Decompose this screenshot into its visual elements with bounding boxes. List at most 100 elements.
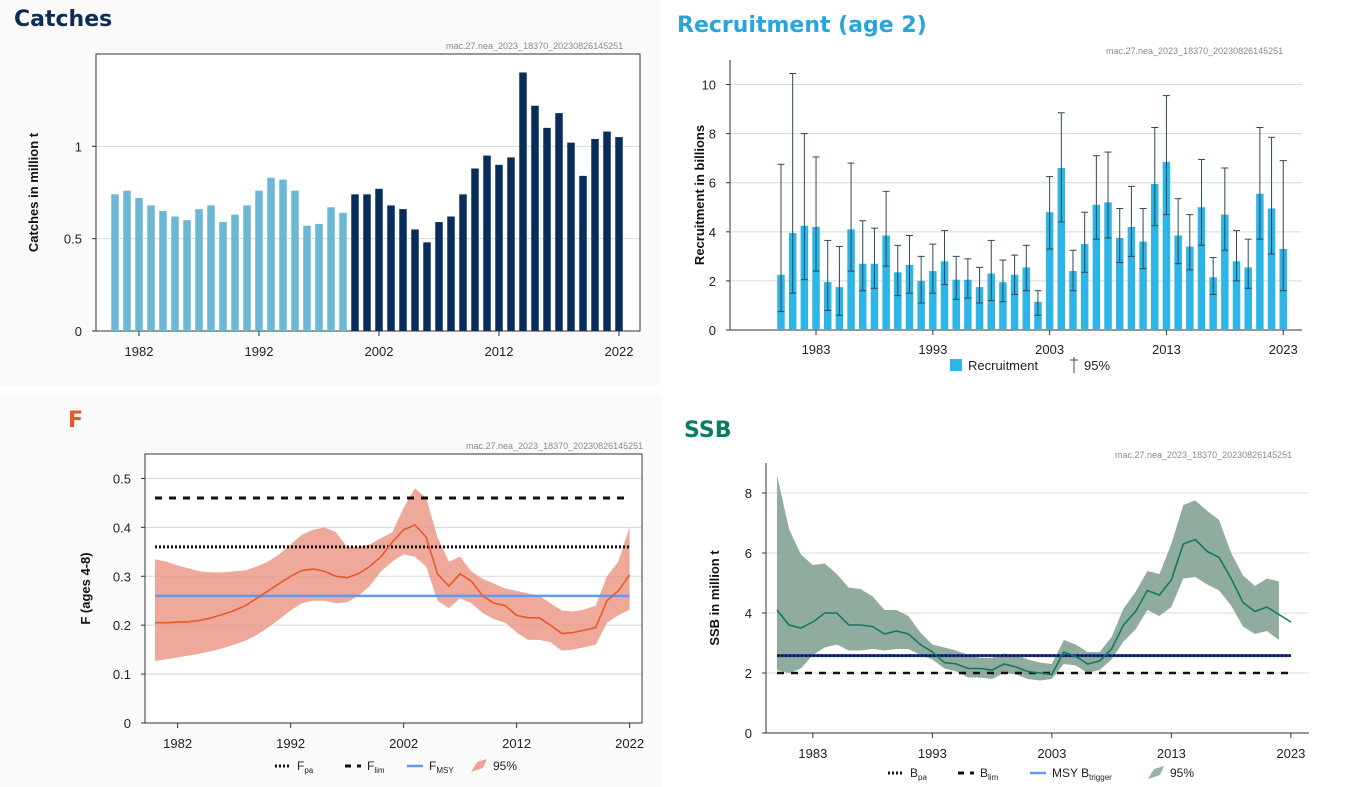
y-axis-label: SSB in million t [707,550,722,646]
catch-bar [291,190,299,331]
x-tick-label: 2002 [365,344,394,359]
recruitment-bar [847,229,855,330]
catch-bar [531,105,539,331]
ssb-source-label: mac.27.nea_2023_18370_20230826145251 [1115,450,1293,460]
y-tick-label: 0.4 [113,520,131,535]
legend-msy-label: FMSY [429,759,454,775]
x-tick-label: 1992 [276,736,305,751]
y-tick-label: 4 [709,225,716,240]
legend-msy-label: MSY Btrigger [1052,766,1112,782]
y-tick-label: 10 [702,78,716,93]
recruitment-bar [1115,237,1124,330]
legend-ci-label: 95% [493,759,517,773]
y-axis-label: F (ages 4-8) [78,552,93,624]
y-tick-label: 6 [745,546,752,561]
catch-bar [159,210,167,331]
x-tick-label: 1983 [798,746,827,761]
recruitment-bar [1232,261,1241,330]
recruitment-bar [1127,226,1136,330]
x-tick-label: 2023 [1269,342,1298,357]
legend-ci-swatch [471,759,487,772]
legend-pa-subscript: pa [918,773,927,782]
catch-bar [387,205,395,331]
x-tick-label: 2012 [502,736,531,751]
x-tick-label: 2003 [1037,746,1066,761]
catch-bar [603,131,611,331]
y-tick-label: 1 [75,139,82,154]
x-tick-label: 1993 [918,746,947,761]
x-tick-label: 1982 [125,344,154,359]
legend-ci-label: 95% [1084,358,1110,373]
legend-ci-label: 95% [1170,766,1194,780]
main-line [155,523,631,635]
recruitment-bar [1267,208,1276,330]
recruitment-bar [1244,267,1252,330]
catch-bar [123,190,131,331]
recruitment-bar [1045,212,1054,330]
catch-bar [255,190,263,331]
x-tick-label: 2013 [1152,342,1181,357]
recruitment-bar [905,264,914,330]
catch-bar [231,214,239,331]
x-tick-label: 2023 [1276,746,1305,761]
recruitment-bar [1057,168,1066,330]
catch-bar [507,157,515,331]
recruitment-bar [1139,241,1147,330]
catch-bar [363,194,371,331]
y-tick-label: 6 [709,176,716,191]
ssb-title: SSB [684,418,732,443]
recruitment-bar [1010,274,1019,330]
recruitment-chart: 0 2 4 6 8 10 Recruitment in billions 1983 1993 20… [692,60,1302,373]
x-tick-label: 2003 [1035,342,1064,357]
catch-bar [459,194,467,331]
x-tick-label: 1983 [802,342,831,357]
recruitment-bar [1034,301,1042,330]
x-tick-label: 1993 [918,342,947,357]
catch-bar [135,198,143,331]
x-tick-label: 2022 [605,344,634,359]
ssb-chart: 0 2 4 6 8 SSB in million t 1983 1993 2003 2013 202… [707,463,1309,782]
y-tick-label: 0.3 [113,569,131,584]
y-tick-label: 0 [124,716,131,731]
legend-pa-label: Bpa [910,766,927,782]
x-tick-label: 2022 [615,736,644,751]
recruitment-bar [1151,183,1159,330]
x-tick-label: 1992 [245,344,274,359]
catch-bar [555,113,563,332]
recruitment-bar [952,279,960,330]
catch-bar [399,209,407,331]
recruitment-bar [1104,202,1112,330]
y-tick-label: 0 [75,324,82,339]
catch-bar [267,177,275,331]
catch-bar [207,205,215,331]
catch-bar [351,194,359,331]
y-tick-label: 2 [709,274,716,289]
catch-bar [435,222,443,331]
y-tick-label: 8 [709,127,716,142]
catch-bar [495,164,503,331]
legend-pa-label: Fpa [297,759,314,775]
x-tick-label: 1982 [163,736,192,751]
legend-lim-label: Blim [980,766,999,782]
catch-bar [183,220,191,331]
x-tick-label: 2002 [389,736,418,751]
recruitment-bar [975,287,984,330]
recruitment-bar [1174,235,1182,330]
catch-bar [111,194,119,331]
recruitment-bar [1092,204,1101,330]
y-axis-label: Recruitment in billions [692,125,707,265]
catch-bar [219,222,227,331]
recruitment-bar [1162,161,1171,330]
recruitment-bar [894,272,902,330]
legend-msy-subscript: MSY [436,766,454,775]
ci-band [155,488,630,661]
recruitment-bar [1186,246,1194,330]
y-tick-label: 0.5 [113,471,131,486]
y-tick-label: 2 [745,666,752,681]
legend-recruitment-swatch [950,359,962,371]
recruitment-bar [917,280,925,330]
recruitment-bar [859,263,867,330]
y-tick-label: 0 [709,323,716,338]
y-tick-label: 0 [745,726,752,741]
main-line [776,538,1292,676]
